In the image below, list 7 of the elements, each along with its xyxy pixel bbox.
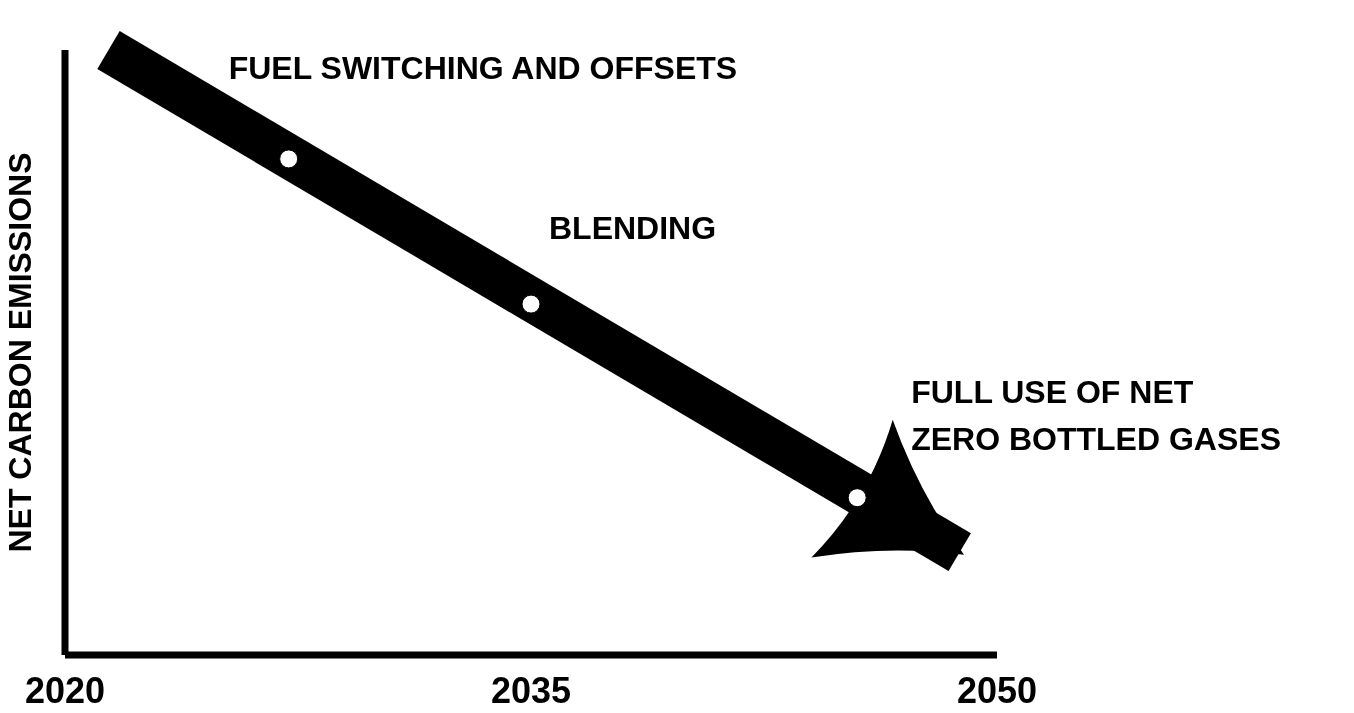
annotation: FULL USE OF NET ZERO BOTTLED GASES — [911, 373, 1281, 457]
annotation: FUEL SWITCHING AND OFFSETS — [228, 49, 738, 86]
x-tick-label: 2035 — [490, 669, 572, 711]
y-axis-title: NET CARBON EMISSIONS — [2, 152, 39, 553]
x-tick-label: 2020 — [24, 669, 106, 711]
x-tick-label: 2050 — [956, 669, 1038, 711]
annotation: BLENDING — [549, 210, 717, 247]
